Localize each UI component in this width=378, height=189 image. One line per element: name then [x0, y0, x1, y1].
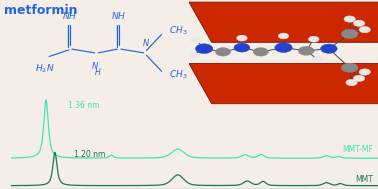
- Circle shape: [298, 46, 314, 55]
- Circle shape: [359, 26, 370, 33]
- Circle shape: [353, 20, 365, 26]
- Circle shape: [312, 56, 323, 62]
- Circle shape: [191, 37, 202, 43]
- Text: $CH_3$: $CH_3$: [169, 24, 188, 37]
- Circle shape: [344, 16, 355, 22]
- Circle shape: [253, 48, 268, 56]
- Circle shape: [341, 29, 358, 39]
- Circle shape: [187, 52, 198, 58]
- Text: $CH_3$: $CH_3$: [169, 69, 188, 81]
- Circle shape: [275, 43, 292, 53]
- Text: $N$: $N$: [141, 37, 150, 48]
- Circle shape: [341, 63, 358, 72]
- Circle shape: [321, 44, 337, 53]
- Text: $NH$: $NH$: [112, 10, 127, 21]
- Circle shape: [353, 75, 365, 81]
- Text: 1.20 nm: 1.20 nm: [74, 150, 105, 159]
- Circle shape: [215, 48, 231, 56]
- Text: $H_2N$: $H_2N$: [35, 63, 54, 75]
- Circle shape: [346, 79, 357, 86]
- Polygon shape: [189, 64, 378, 104]
- Circle shape: [278, 33, 289, 39]
- Text: $NH$: $NH$: [62, 10, 77, 21]
- Circle shape: [359, 69, 370, 75]
- Circle shape: [234, 43, 250, 52]
- Circle shape: [237, 35, 247, 41]
- Text: metformin: metformin: [4, 4, 77, 17]
- Polygon shape: [189, 2, 378, 42]
- Text: $H$: $H$: [94, 66, 101, 77]
- Text: $N$: $N$: [91, 60, 99, 71]
- Text: MMT: MMT: [355, 175, 373, 184]
- Text: MMT-MF: MMT-MF: [342, 145, 373, 154]
- Text: 1.36 nm: 1.36 nm: [68, 101, 99, 109]
- Circle shape: [308, 36, 319, 42]
- Circle shape: [195, 44, 213, 53]
